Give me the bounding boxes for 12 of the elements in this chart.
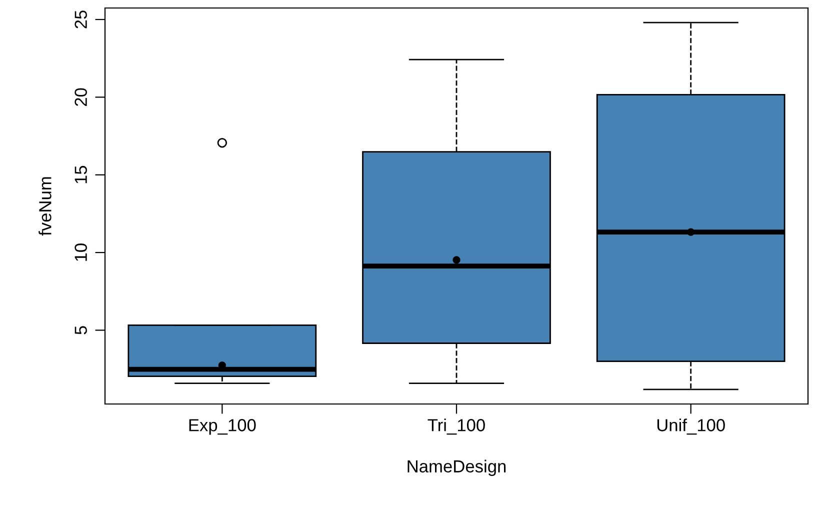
point <box>687 228 695 236</box>
y-tick-label: 15 <box>74 166 87 184</box>
y-tick-label: 10 <box>74 244 87 261</box>
x-tick-label: Unif_100 <box>657 418 725 435</box>
y-axis-title: fveNum <box>38 177 52 236</box>
y-tick-label: 20 <box>74 88 87 106</box>
point <box>452 256 460 264</box>
y-tick-label: 25 <box>74 10 87 28</box>
y-tick-label: 5 <box>74 326 87 334</box>
x-tick-label: Tri_100 <box>428 418 485 435</box>
x-axis-title: NameDesign <box>408 460 506 476</box>
x-tick-label: Exp_100 <box>189 419 256 435</box>
